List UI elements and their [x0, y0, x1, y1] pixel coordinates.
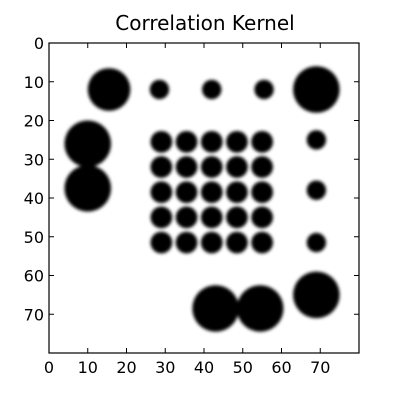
kernel-blob-3 — [254, 79, 274, 100]
plot-area — [48, 42, 360, 354]
kernel-blob-31 — [175, 231, 198, 254]
kernel-blob-27 — [200, 206, 223, 229]
kernel-blob-11 — [175, 130, 198, 153]
x-tick-label: 0 — [44, 358, 54, 377]
x-tick-label: 50 — [233, 358, 253, 377]
y-tick-label: 20 — [24, 112, 44, 131]
kernel-blob-1 — [149, 79, 170, 100]
kernel-blob-12 — [200, 130, 223, 153]
x-tick-label: 40 — [194, 358, 214, 377]
chart-title: Correlation Kernel — [115, 11, 294, 35]
blob-layer — [64, 66, 340, 332]
kernel-blob-37 — [236, 285, 284, 332]
y-tick-label: 30 — [24, 150, 44, 169]
kernel-blob-33 — [226, 231, 248, 254]
kernel-blob-7 — [306, 130, 327, 150]
kernel-blob-18 — [226, 156, 248, 178]
y-tick-label: 60 — [24, 267, 44, 286]
kernel-blob-9 — [306, 232, 327, 253]
kernel-blob-29 — [251, 206, 273, 229]
kernel-blob-15 — [150, 156, 173, 178]
x-axis: 0 10 20 30 40 50 60 70 — [44, 43, 330, 377]
y-tick-label: 40 — [24, 189, 44, 208]
kernel-blob-14 — [251, 130, 273, 153]
kernel-blob-26 — [175, 206, 198, 229]
kernel-blob-2 — [202, 79, 222, 100]
kernel-blob-17 — [200, 156, 223, 178]
y-tick-label: 0 — [34, 34, 44, 53]
kernel-blob-0 — [87, 68, 131, 111]
y-axis: 0 10 20 30 40 50 60 70 — [24, 34, 359, 324]
kernel-blob-4 — [293, 66, 340, 113]
kernel-blob-20 — [150, 181, 173, 204]
kernel-blob-36 — [192, 285, 239, 332]
x-tick-label: 10 — [78, 358, 98, 377]
kernel-blob-32 — [200, 231, 223, 254]
x-tick-label: 30 — [155, 358, 175, 377]
x-tick-label: 70 — [310, 358, 330, 377]
y-tick-label: 10 — [24, 73, 44, 92]
kernel-blob-35 — [293, 271, 340, 319]
kernel-blob-34 — [251, 231, 273, 254]
y-tick-label: 70 — [24, 305, 44, 324]
x-tick-label: 60 — [271, 358, 291, 377]
kernel-blob-30 — [150, 231, 173, 254]
kernel-blob-25 — [150, 206, 173, 229]
kernel-blob-28 — [226, 206, 248, 229]
kernel-blob-23 — [226, 181, 248, 204]
kernel-blob-21 — [175, 181, 198, 204]
kernel-blob-24 — [251, 181, 273, 204]
kernel-blob-8 — [306, 180, 327, 200]
kernel-blob-5 — [64, 120, 111, 167]
kernel-blob-22 — [200, 181, 223, 204]
x-tick-label: 20 — [116, 358, 136, 377]
y-tick-label: 50 — [24, 228, 44, 247]
kernel-blob-16 — [175, 156, 198, 178]
kernel-blob-13 — [226, 130, 248, 153]
kernel-blob-10 — [150, 130, 173, 153]
kernel-blob-19 — [251, 156, 273, 178]
kernel-blob-6 — [64, 165, 111, 212]
